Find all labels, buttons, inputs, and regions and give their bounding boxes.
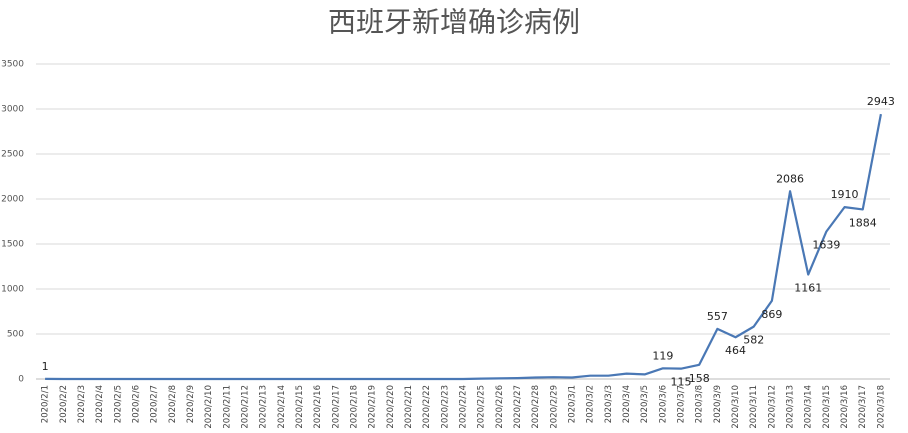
x-tick-label: 2020/2/5 [113, 385, 123, 423]
x-tick-label: 2020/2/27 [513, 385, 523, 429]
data-label: 1 [42, 360, 49, 373]
x-tick-label: 2020/2/15 [295, 385, 305, 429]
x-tick-label: 2020/2/16 [313, 385, 323, 429]
x-tick-label: 2020/3/3 [604, 385, 614, 423]
x-tick-label: 2020/2/8 [168, 385, 178, 423]
data-label: 1910 [831, 188, 859, 201]
x-tick-label: 2020/2/12 [240, 385, 250, 429]
x-tick-label: 2020/3/1 [568, 385, 578, 423]
x-tick-label: 2020/2/19 [368, 385, 378, 429]
x-tick-label: 2020/2/4 [95, 385, 105, 423]
x-tick-label: 2020/3/7 [677, 385, 687, 423]
x-tick-label: 2020/2/23 [440, 385, 450, 429]
x-tick-label: 2020/2/20 [386, 385, 396, 429]
data-label: 464 [725, 344, 746, 357]
y-tick-label: 3000 [1, 105, 24, 115]
x-tick-label: 2020/2/1 [41, 385, 51, 423]
x-tick-label: 2020/3/8 [695, 385, 705, 423]
x-tick-label: 2020/2/21 [404, 385, 414, 429]
x-tick-label: 2020/3/5 [640, 385, 650, 423]
x-tick-label: 2020/2/10 [204, 385, 214, 429]
x-tick-label: 2020/2/29 [549, 385, 559, 429]
x-tick-label: 2020/3/11 [749, 385, 759, 429]
data-label: 557 [707, 310, 728, 323]
x-tick-label: 2020/2/2 [59, 385, 69, 423]
x-tick-label: 2020/3/18 [876, 385, 886, 429]
x-tick-label: 2020/2/13 [259, 385, 269, 429]
x-tick-label: 2020/3/6 [658, 385, 668, 423]
x-tick-label: 2020/2/24 [459, 385, 469, 429]
y-tick-label: 3500 [1, 60, 24, 70]
y-tick-label: 0 [18, 375, 24, 385]
x-tick-label: 2020/2/17 [331, 385, 341, 429]
x-tick-label: 2020/2/28 [531, 385, 541, 429]
x-tick-label: 2020/2/14 [277, 385, 287, 429]
data-label: 158 [689, 372, 710, 385]
x-tick-label: 2020/2/25 [477, 385, 487, 429]
line [45, 113, 882, 381]
x-tick-label: 2020/3/13 [786, 385, 796, 429]
data-label: 2086 [776, 172, 804, 185]
x-tick-label: 2020/2/3 [77, 385, 87, 423]
x-tick-label: 2020/2/7 [150, 385, 160, 423]
x-tick-label: 2020/2/9 [186, 385, 196, 423]
x-tick-label: 2020/3/2 [586, 385, 596, 423]
data-label: 869 [761, 308, 782, 321]
y-tick-label: 500 [7, 330, 24, 340]
y-tick-label: 2500 [1, 150, 24, 160]
x-tick-label: 2020/3/14 [804, 385, 814, 429]
data-label: 1884 [849, 216, 877, 229]
x-tick-label: 2020/3/17 [858, 385, 868, 429]
x-tick-label: 2020/2/18 [349, 385, 359, 429]
x-tick-label: 2020/3/4 [622, 385, 632, 423]
data-label: 582 [743, 334, 764, 347]
x-tick-label: 2020/2/11 [222, 385, 232, 429]
data-label: 1639 [812, 238, 840, 251]
data-label: 119 [652, 349, 673, 362]
x-tick-label: 2020/2/26 [495, 385, 505, 429]
x-tick-label: 2020/2/6 [131, 385, 141, 423]
y-tick-label: 2000 [1, 195, 24, 205]
x-tick-label: 2020/3/15 [822, 385, 832, 429]
x-tick-label: 2020/3/9 [713, 385, 723, 423]
y-tick-label: 1500 [1, 240, 24, 250]
y-tick-label: 1000 [1, 285, 24, 295]
data-label: 2943 [867, 95, 895, 108]
chart-title: 西班牙新增确诊病例 [328, 6, 580, 39]
data-label: 115 [671, 376, 692, 389]
x-tick-label: 2020/3/10 [731, 385, 741, 429]
x-tick-label: 2020/2/22 [422, 385, 432, 429]
x-tick-label: 2020/3/12 [767, 385, 777, 429]
data-label: 1161 [794, 282, 822, 295]
x-tick-label: 2020/3/16 [840, 385, 850, 429]
